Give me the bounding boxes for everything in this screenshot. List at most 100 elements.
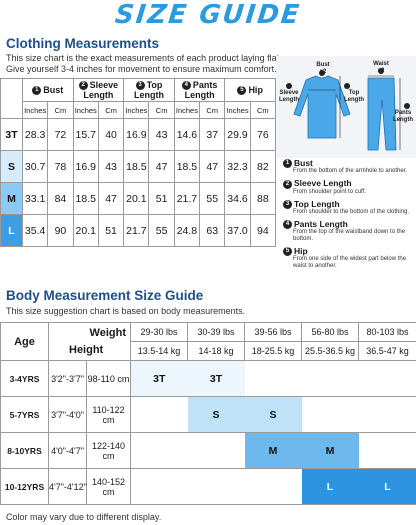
fit-cell <box>130 396 188 433</box>
fit-cell <box>244 360 302 397</box>
cell: 88 <box>249 182 277 215</box>
unit-inches: Inches <box>224 101 251 119</box>
table-row: 8-10YRS 4'0"-4'7" 122-140 cm M M <box>0 432 416 469</box>
weight-lbs: 39-56 lbs <box>244 322 302 342</box>
height-header: Height <box>69 344 104 356</box>
num-badge: 1 <box>283 159 292 169</box>
cell: 47 <box>97 182 125 215</box>
cell: 72 <box>47 118 74 151</box>
weight-kg: 13.5-14 kg <box>130 341 188 361</box>
clothing-header-row: 1 Bust 2 Sleeve Length 3 Top Length 4 Pants … <box>0 78 276 119</box>
fit-cell <box>358 396 416 433</box>
cell: 33.1 <box>21 182 49 215</box>
col-top: 3 Top Length <box>123 78 175 102</box>
table-row: L 35.4 90 20.1 51 21.7 55 24.8 63 37.0 94 <box>0 214 277 247</box>
num-badge: 4 <box>181 81 191 91</box>
legend-title: Pants Length <box>294 218 348 229</box>
height-in-cell: 3'7"-4'0" <box>48 396 87 433</box>
size-label: S <box>0 150 23 183</box>
pants-icon <box>367 77 397 151</box>
unit-inches: Inches <box>173 101 201 119</box>
unit-inches: Inches <box>72 101 99 119</box>
cell: 20.1 <box>72 214 99 247</box>
legend-desc: From the bottom of the armhole to anothe… <box>293 168 408 175</box>
height-cm-cell: 122-140 cm <box>86 432 131 469</box>
legend-item: 1 Bust From the bottom of the armhole to … <box>283 158 413 175</box>
cell: 14.6 <box>173 118 201 151</box>
cell: 43 <box>148 118 175 151</box>
col-label: Pants Length <box>184 79 218 101</box>
legend-title: Bust <box>294 158 313 168</box>
clothing-desc-1: This size chart is the exact measurement… <box>6 53 282 63</box>
col-bust: 1 Bust <box>22 78 74 102</box>
table-row: 5-7YRS 3'7"-4'0" 110-122 cm S S <box>0 396 416 433</box>
unit-cm: Cm <box>249 101 277 119</box>
col-label: Bust <box>43 84 64 95</box>
cell: 43 <box>97 150 125 183</box>
table-row: 3T 28.3 72 15.7 40 16.9 43 14.6 37 29.9 76 <box>0 118 277 151</box>
fit-cell <box>358 432 416 469</box>
cell: 51 <box>148 182 175 215</box>
cell: 18.5 <box>72 182 99 215</box>
unit-inches: Inches <box>21 101 49 119</box>
num-badge: 5 <box>283 247 292 257</box>
fit-cell <box>244 468 302 505</box>
weight-kg: 36.5-47 kg <box>358 341 416 361</box>
legend-desc: From the top of the waistband down to th… <box>293 229 406 242</box>
sleeve-label: Sleeve Length <box>279 90 299 103</box>
legend-item: 3 Top Length From shoulder to the bottom … <box>283 199 413 216</box>
fit-cell: 3T <box>130 360 188 397</box>
fit-cell: M <box>244 432 302 469</box>
cell: 24.8 <box>173 214 201 247</box>
age-header: Age <box>0 322 49 361</box>
size-label: M <box>0 182 23 215</box>
weight-kg: 14-18 kg <box>187 341 245 361</box>
legend-desc: From one side of the widest part below t… <box>293 256 407 270</box>
cell: 37.0 <box>224 214 251 247</box>
height-cm-cell: 110-122 cm <box>86 396 131 433</box>
num-badge: 4 <box>283 220 292 229</box>
cell: 82 <box>249 150 277 183</box>
legend-item: 5 Hip From one side of the widest part be… <box>283 246 413 270</box>
col-label: Hip <box>248 84 263 95</box>
num-badge: 5 <box>237 86 247 96</box>
cell: 84 <box>47 182 74 215</box>
col-sleeve: 2 Sleeve Length <box>72 78 125 102</box>
table-row: M 33.1 84 18.5 47 20.1 51 21.7 55 34.6 88 <box>0 182 277 215</box>
fit-cell: 3T <box>187 360 245 397</box>
table-row: 10-12YRS 4'7"-4'12" 140-152 cm L L <box>0 468 416 505</box>
cell: 16.9 <box>72 150 99 183</box>
cell: 55 <box>148 214 175 247</box>
legend-item: 4 Pants Length From the top of the waistb… <box>283 219 413 243</box>
cell: 90 <box>47 214 74 247</box>
top-label: Top Length <box>344 90 364 103</box>
weight-lbs: 56-80 lbs <box>301 322 359 342</box>
legend-desc: From shoulder point to cuff. <box>293 188 366 195</box>
cell: 78 <box>47 150 74 183</box>
measurement-legend: 1 Bust From the bottom of the armhole to … <box>283 158 413 273</box>
shirt-icon <box>293 75 351 139</box>
weight-lbs: 30-39 lbs <box>187 322 245 342</box>
col-pants: 4 Pants Length <box>173 78 226 102</box>
height-cm-cell: 98-110 cm <box>86 360 131 397</box>
fit-cell <box>358 360 416 397</box>
fit-cell <box>301 396 359 433</box>
cell: 47 <box>148 150 175 183</box>
table-row: 3-4YRS 3'2"-3'7" 98-110 cm 3T 3T <box>0 360 416 397</box>
fit-cell: L <box>358 468 416 505</box>
fit-cell <box>301 360 359 397</box>
weight-kg: 25.5-36.5 kg <box>301 341 359 361</box>
marker-1-icon <box>319 70 325 76</box>
weight-header: Weight <box>89 327 126 339</box>
legend-title: Hip <box>294 246 308 256</box>
height-cm-cell: 140-152 cm <box>86 468 131 505</box>
marker-4-icon <box>404 103 410 109</box>
age-cell: 10-12YRS <box>0 468 49 505</box>
height-in-cell: 4'7"-4'12" <box>48 468 87 505</box>
weight-lbs-row: Age Weight Height 29-30 lbs 30-39 lbs 39… <box>0 322 416 361</box>
cell: 18.5 <box>173 150 201 183</box>
weight-kg: 18-25.5 kg <box>244 341 302 361</box>
cell: 34.6 <box>224 182 251 215</box>
size-label: 3T <box>0 118 23 151</box>
unit-inches: Inches <box>123 101 150 119</box>
